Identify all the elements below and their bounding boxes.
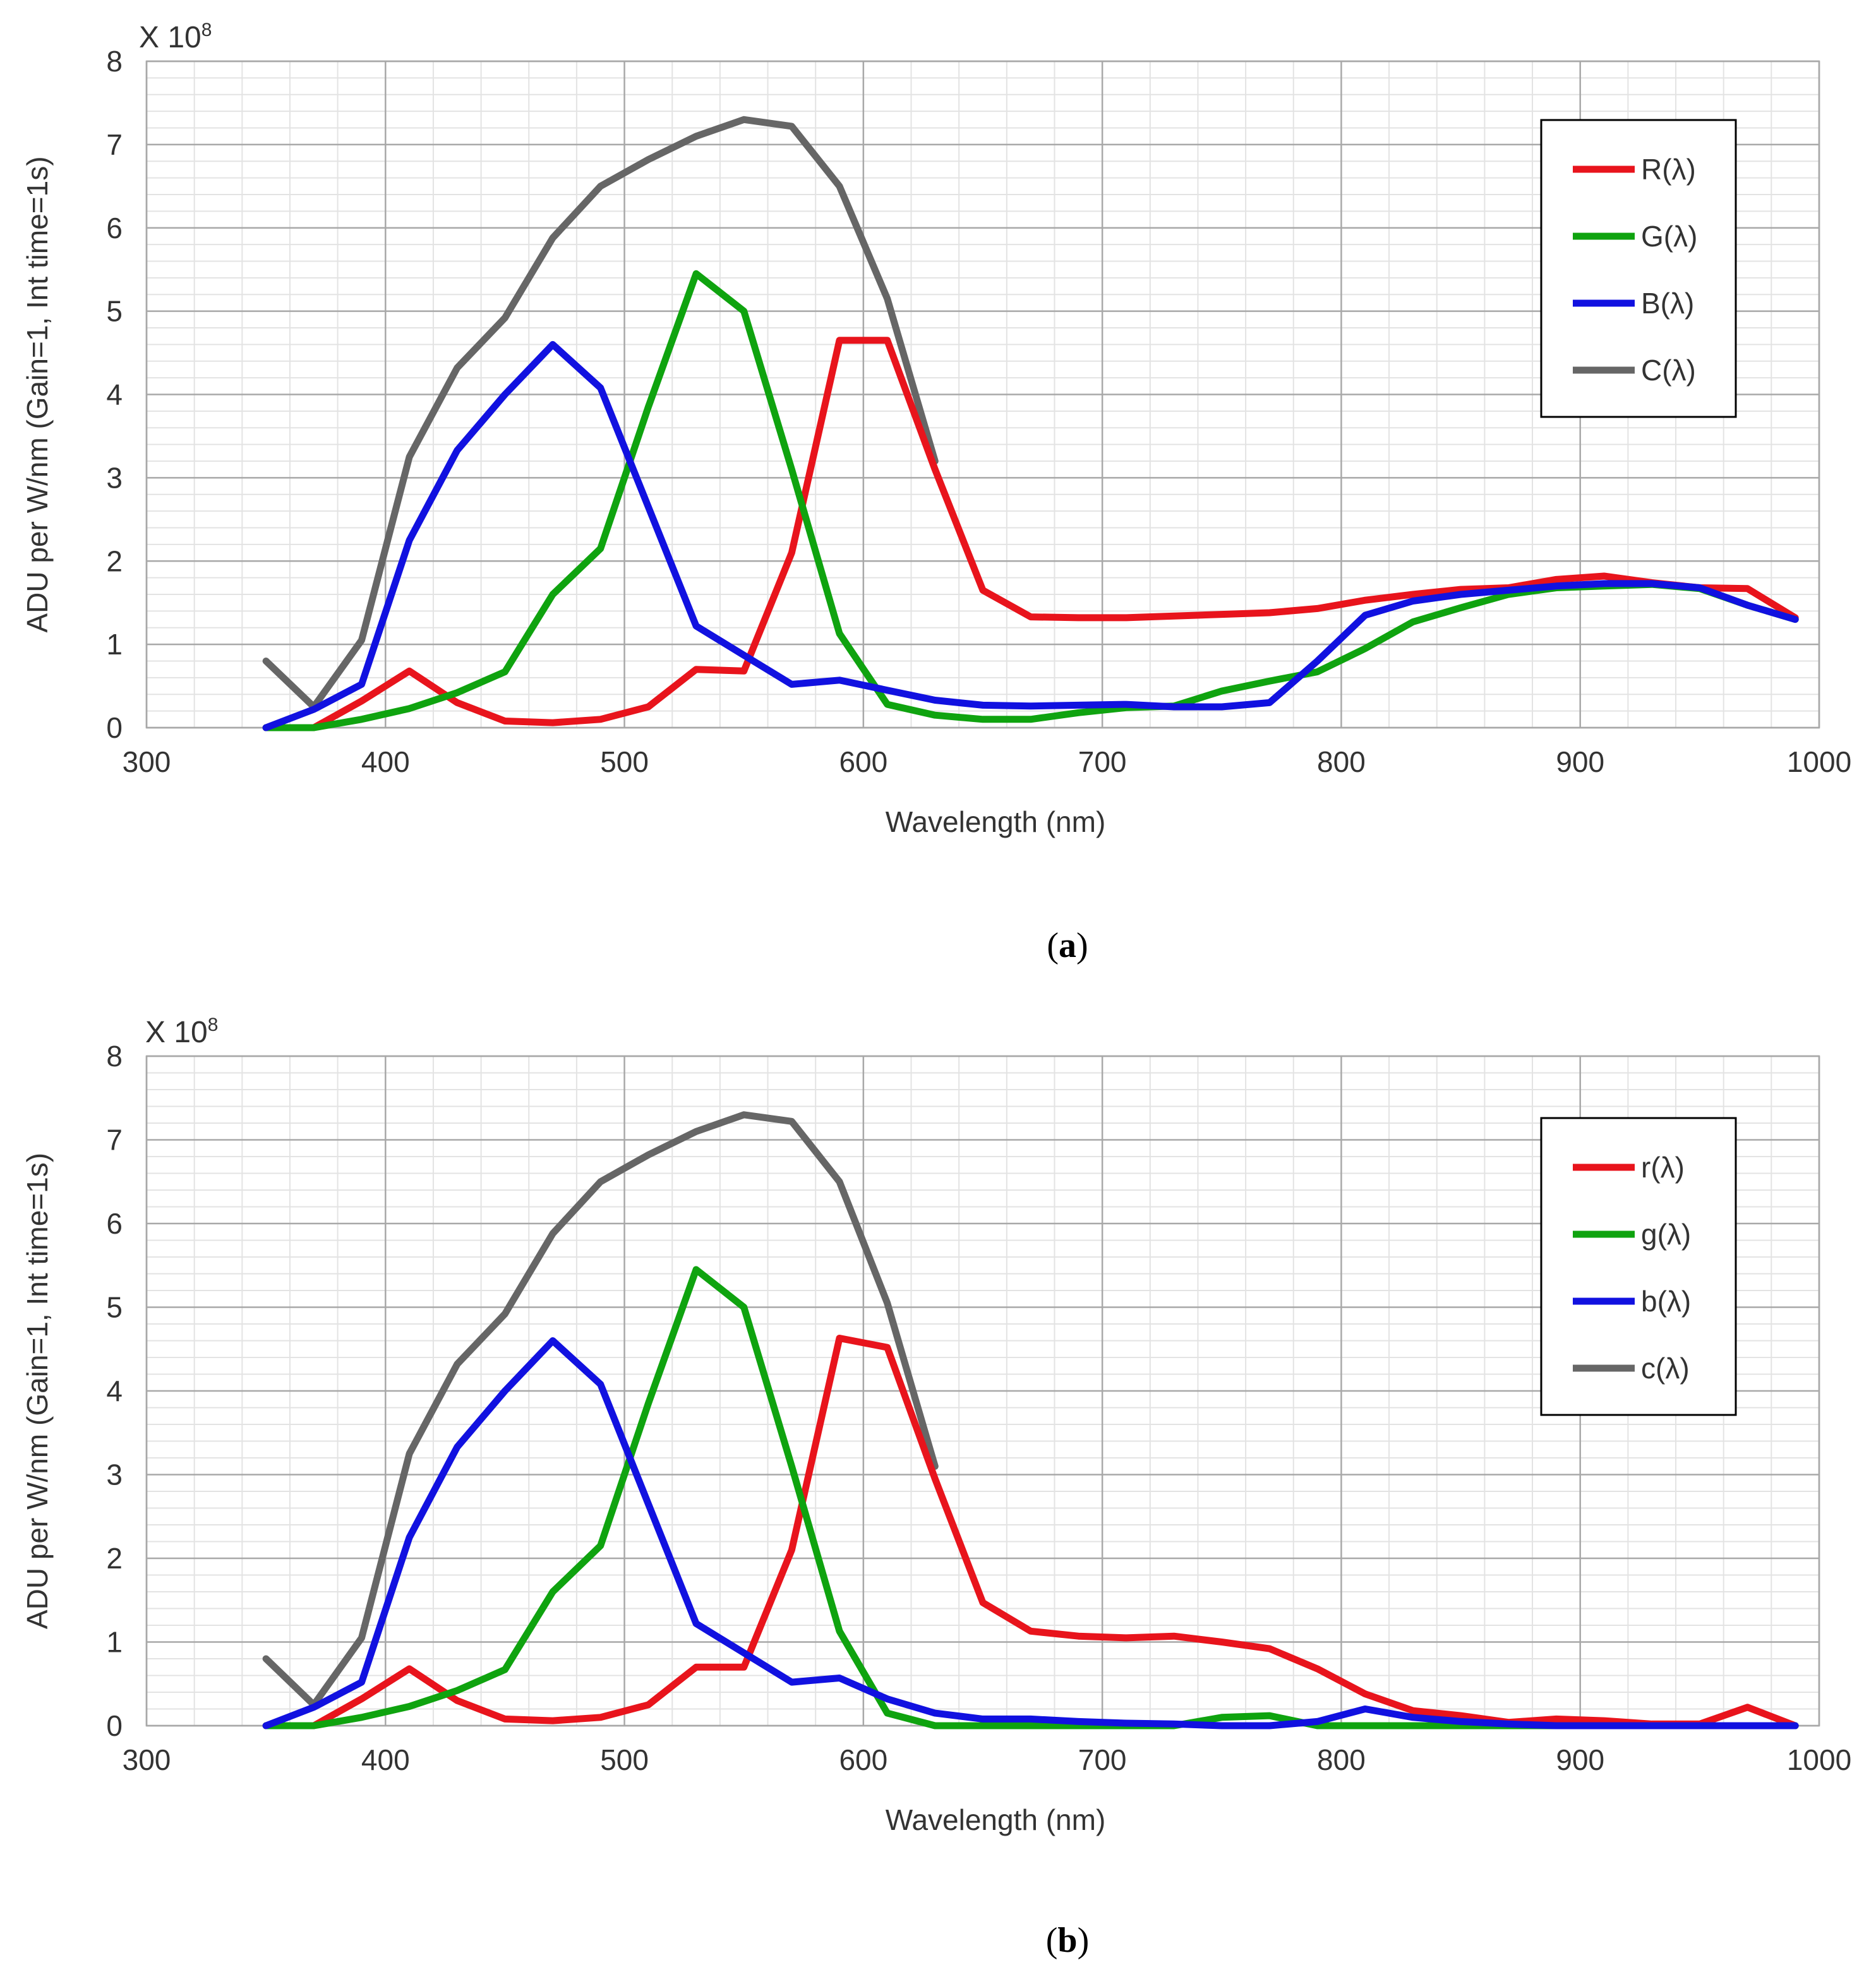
panel-b-x-tick-label: 600 <box>839 1743 887 1776</box>
panel-a-legend: R(λ) G(λ) B(λ) C(λ) <box>1540 119 1737 418</box>
panel-b-y-tick-label: 6 <box>106 1207 123 1240</box>
panel-a-legend-box <box>1540 119 1737 418</box>
panel-b-scale-note: X 108 <box>145 1014 218 1049</box>
panel-b-y-tick-label: 4 <box>106 1374 123 1407</box>
panel-b-y-tick-label: 0 <box>106 1709 123 1742</box>
panel-a: X 108 300 400 500 600 700 800 900 1000 0 1 2 3 4 5 6 7 8… <box>21 20 1851 965</box>
panel-b: X 108 300 400 500 600 700 800 900 1000 0 1 2 3 4 5 6 7 8… <box>21 1014 1851 1960</box>
panel-a-series-line-4 <box>262 116 939 711</box>
panel-b-caption: (b) <box>1046 1921 1089 1960</box>
panel-a-y-axis-title: ADU per W/nm (Gain=1, Int time=1s) <box>21 156 54 632</box>
panel-a-y-tick-label: 1 <box>106 628 123 661</box>
panel-b-x-tick-label: 700 <box>1078 1743 1127 1776</box>
panel-b-legend-label: r(λ) <box>1641 1151 1685 1184</box>
panel-a-legend-label: G(λ) <box>1641 220 1697 253</box>
panel-b-x-axis-title: Wavelength (nm) <box>886 1803 1106 1836</box>
panel-a-legend-label: C(λ) <box>1641 354 1696 387</box>
panel-b-y-tick-label: 3 <box>106 1459 123 1491</box>
panel-a-caption: (a) <box>1047 926 1088 965</box>
panel-b-x-tick-label: 900 <box>1556 1743 1604 1776</box>
panel-b-y-tick-label: 2 <box>106 1542 123 1575</box>
panel-b-legend-label: c(λ) <box>1641 1352 1690 1385</box>
panel-b-y-tick-label: 8 <box>106 1040 123 1073</box>
panel-a-y-tick-label: 7 <box>106 128 123 161</box>
panel-b-y-axis-title: ADU per W/nm (Gain=1, Int time=1s) <box>21 1153 54 1629</box>
panel-b-legend-box <box>1540 1117 1737 1416</box>
panel-a-x-tick-label: 300 <box>123 745 171 778</box>
panel-b-x-tick-label: 400 <box>361 1743 410 1776</box>
panel-a-y-tick-label: 2 <box>106 544 123 577</box>
panel-a-x-tick-label: 800 <box>1317 745 1366 778</box>
panel-b-series-line-4 <box>262 1111 939 1709</box>
panel-a-series-line-3 <box>262 340 1799 731</box>
panel-b-y-tick-label: 7 <box>106 1124 123 1157</box>
panel-a-axis-labels: 300 400 500 600 700 800 900 1000 0 1 2 3 4 5 6 7 8 Wavele… <box>21 45 1851 838</box>
panel-b-x-tick-label: 500 <box>600 1743 649 1776</box>
panel-a-x-tick-label: 1000 <box>1787 745 1851 778</box>
panel-a-x-axis-title: Wavelength (nm) <box>886 805 1106 838</box>
panel-a-y-tick-label: 0 <box>106 711 123 744</box>
panel-a-series-line-1 <box>262 337 1799 731</box>
panel-b-x-tick-label: 800 <box>1317 1743 1366 1776</box>
panel-b-y-tick-label: 1 <box>106 1626 123 1659</box>
panel-b-legend: r(λ) g(λ) b(λ) c(λ) <box>1540 1117 1737 1416</box>
panel-b-axis-labels: 300 400 500 600 700 800 900 1000 0 1 2 3 4 5 6 7 8 Wavele… <box>21 1040 1851 1836</box>
panel-b-x-tick-label: 300 <box>123 1743 171 1776</box>
panel-b-series-line-1 <box>262 1335 1799 1729</box>
panel-a-x-tick-label: 700 <box>1078 745 1127 778</box>
panel-a-legend-label: R(λ) <box>1641 153 1696 186</box>
panel-a-x-tick-label: 900 <box>1556 745 1604 778</box>
panel-a-plot-frame <box>145 60 1820 729</box>
panel-a-scale-note: X 108 <box>139 20 212 54</box>
panel-a-y-tick-label: 8 <box>106 45 123 78</box>
panel-a-y-tick-label: 6 <box>106 212 123 244</box>
panel-a-legend-label: B(λ) <box>1641 287 1694 320</box>
panel-b-y-tick-label: 5 <box>106 1291 123 1324</box>
panel-a-x-tick-label: 500 <box>600 745 649 778</box>
panel-a-y-tick-label: 3 <box>106 461 123 494</box>
panel-a-x-tick-label: 600 <box>839 745 887 778</box>
panel-a-y-tick-label: 4 <box>106 378 123 411</box>
panel-a-x-tick-label: 400 <box>361 745 410 778</box>
panel-b-legend-label: b(λ) <box>1641 1285 1691 1318</box>
panel-b-x-tick-label: 1000 <box>1787 1743 1851 1776</box>
panel-a-y-tick-label: 5 <box>106 295 123 328</box>
panel-b-legend-label: g(λ) <box>1641 1218 1691 1251</box>
panel-b-series-line-3 <box>262 1337 1799 1729</box>
